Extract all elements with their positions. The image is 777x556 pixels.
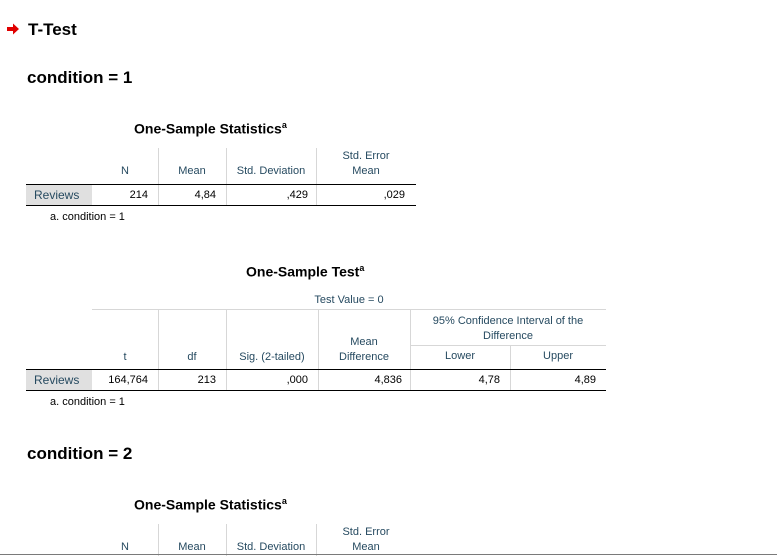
col-header-std-error-mean: Std. Error Mean	[342, 150, 390, 177]
value-n: 214	[129, 189, 148, 201]
section-title-condition-1: condition = 1	[27, 68, 133, 87]
col-header-mean: Mean	[178, 165, 206, 177]
col-header-lower: Lower	[445, 350, 475, 362]
value-t: 164,764	[108, 374, 148, 386]
row-label-reviews: Reviews	[26, 185, 92, 205]
col-header-sig: Sig. (2-tailed)	[239, 351, 305, 363]
col-header-confidence-interval: 95% Confidence Interval of the Difference	[432, 315, 584, 342]
value-df: 213	[197, 374, 216, 386]
col-header-df: df	[187, 351, 197, 363]
value-mean-difference: 4,836	[374, 374, 402, 386]
value-std-deviation: ,429	[286, 189, 308, 201]
col-header-mean: Mean	[178, 541, 206, 553]
col-header-n: N	[121, 541, 129, 553]
col-header-n: N	[121, 165, 129, 177]
stats-table-title: One-Sample Statisticsa	[134, 120, 287, 137]
section-title-condition-2: condition = 2	[27, 444, 133, 463]
value-std-error-mean: ,029	[383, 189, 405, 201]
value-lower: 4,78	[478, 374, 500, 386]
col-header-std-deviation: Std. Deviation	[236, 165, 306, 177]
col-header-std-error-mean: Std. Error Mean	[342, 526, 390, 553]
test-value-header: Test Value = 0	[314, 294, 384, 306]
page-title: T-Test	[28, 20, 77, 39]
test-table-title: One-Sample Testa	[246, 263, 365, 280]
value-upper: 4,89	[574, 374, 596, 386]
footnote: a. condition = 1	[50, 396, 125, 408]
value-mean: 4,84	[194, 189, 216, 201]
col-header-std-deviation: Std. Deviation	[236, 541, 306, 553]
col-header-t: t	[123, 351, 127, 363]
row-label-reviews: Reviews	[26, 370, 92, 390]
red-arrow-icon	[7, 23, 19, 35]
footnote: a. condition = 1	[50, 211, 125, 223]
value-sig: ,000	[286, 374, 308, 386]
col-header-mean-difference: Mean Difference	[339, 336, 389, 363]
stats-table-title: One-Sample Statisticsa	[134, 496, 287, 513]
col-header-upper: Upper	[543, 350, 573, 362]
